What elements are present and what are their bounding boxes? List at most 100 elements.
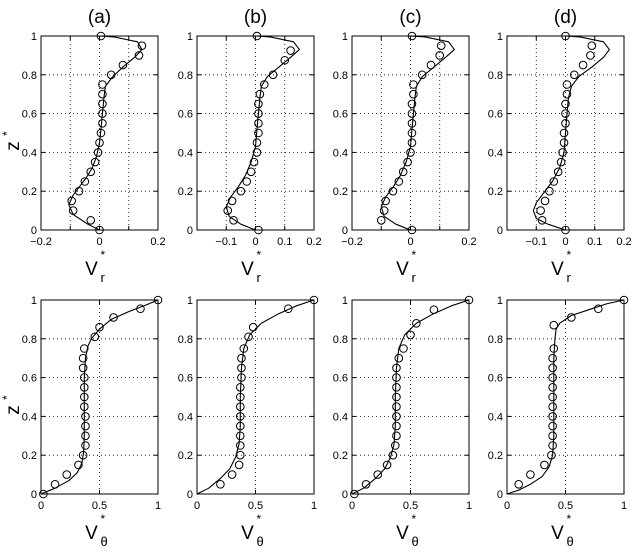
- x-tick-label: 0.5: [248, 500, 263, 512]
- data-point: [81, 412, 90, 421]
- x-axis-label-sup: *: [257, 512, 262, 526]
- y-tick-label: 0: [342, 225, 348, 237]
- data-point: [406, 330, 415, 340]
- data-point: [50, 480, 60, 489]
- x-axis-label-sub: θ: [257, 534, 264, 549]
- x-axis-label-main: V: [551, 523, 564, 544]
- data-point: [237, 353, 246, 363]
- data-point: [587, 41, 597, 51]
- x-axis-label-sub: r: [412, 270, 417, 285]
- data-point: [254, 109, 263, 118]
- data-point: [96, 128, 106, 138]
- y-tick-label: 0: [187, 225, 193, 237]
- y-tick-label: 0.2: [488, 450, 503, 462]
- plot-data: [223, 31, 300, 235]
- y-tick-label: 1: [187, 31, 193, 43]
- data-point: [249, 157, 259, 167]
- panel-1-0: 0 0.5 100.20.40.60.81V*θz*: [0, 295, 163, 549]
- data-point: [562, 80, 572, 89]
- data-point: [227, 196, 237, 206]
- data-point: [235, 383, 245, 392]
- x-tick-label: 0.5: [558, 500, 573, 512]
- data-point: [562, 89, 572, 99]
- x-tick-label: 0: [252, 236, 258, 248]
- data-point: [394, 177, 404, 186]
- data-point: [407, 138, 417, 147]
- y-tick-label: 1: [31, 31, 37, 43]
- data-point: [235, 431, 245, 441]
- data-point: [235, 421, 245, 431]
- y-tick-label: 1: [342, 31, 348, 43]
- y-tick-label: 0.8: [178, 70, 193, 82]
- y-tick-label: 0.2: [178, 186, 193, 198]
- y-tick-label: 0.4: [488, 411, 503, 423]
- data-point: [392, 392, 401, 402]
- x-axis-label-main: V: [241, 523, 254, 544]
- y-tick-label: 0.2: [333, 186, 348, 198]
- data-point: [549, 320, 559, 330]
- x-tick-label: 0.1: [277, 236, 292, 248]
- data-point: [407, 109, 417, 118]
- data-point: [79, 392, 89, 402]
- x-axis-label-sub: θ: [101, 534, 108, 549]
- data-point: [280, 55, 290, 65]
- y-tick-label: 0: [342, 489, 348, 501]
- data-point: [537, 216, 547, 225]
- data-point: [548, 441, 557, 450]
- panel-title: (a): [88, 7, 111, 28]
- x-axis-label-main: V: [241, 259, 254, 280]
- y-tick-label: 0.8: [488, 70, 503, 82]
- series-line: [68, 35, 143, 231]
- x-tick-label: 0.5: [92, 500, 107, 512]
- y-tick-label: 0: [31, 489, 37, 501]
- data-point: [74, 460, 83, 470]
- x-axis-label: V* r: [241, 248, 261, 285]
- data-point: [254, 225, 263, 235]
- grid: [197, 300, 314, 494]
- data-point: [548, 383, 557, 392]
- y-axis-label-main: z: [3, 141, 24, 151]
- data-point: [81, 421, 90, 431]
- data-point: [548, 431, 557, 441]
- data-point: [153, 295, 163, 305]
- y-tick-label: 0.6: [333, 373, 348, 385]
- x-tick-label: 1: [155, 500, 161, 512]
- data-point: [536, 206, 545, 215]
- y-tick-label: 0.6: [178, 373, 193, 385]
- x-axis-label: V* θ: [241, 512, 264, 549]
- data-point: [78, 450, 88, 460]
- y-tick-label: 0: [187, 489, 193, 501]
- data-point: [569, 70, 579, 80]
- data-point: [392, 412, 401, 421]
- x-tick-label: 0: [96, 236, 102, 248]
- data-point: [561, 99, 570, 109]
- data-point: [548, 392, 557, 402]
- x-axis-label: V* θ: [551, 512, 574, 549]
- data-point: [373, 470, 383, 479]
- data-point: [559, 128, 569, 138]
- data-point: [379, 206, 389, 215]
- x-axis-label-main: V: [396, 523, 409, 544]
- data-point: [234, 460, 244, 470]
- panel-0-0: −0.2 0 0.200.20.40.60.81(a)V*rz*: [0, 7, 166, 285]
- data-point: [252, 138, 262, 147]
- x-tick-label: 0: [194, 500, 200, 512]
- data-point: [79, 373, 89, 382]
- data-point: [578, 60, 588, 70]
- plot-data: [506, 295, 629, 495]
- panel-title: (b): [244, 7, 267, 28]
- data-point: [252, 148, 262, 157]
- y-tick-label: 0.6: [488, 373, 503, 385]
- data-point: [548, 363, 557, 373]
- data-point: [547, 450, 556, 460]
- data-point: [235, 412, 245, 421]
- data-point: [548, 353, 557, 363]
- y-tick-label: 0: [31, 225, 37, 237]
- data-point: [545, 186, 554, 196]
- data-point: [255, 89, 265, 99]
- x-axis-label-sup: *: [257, 248, 262, 262]
- data-point: [216, 480, 225, 489]
- data-point: [98, 109, 107, 118]
- y-tick-label: 0.6: [22, 373, 37, 385]
- x-axis-label: V* r: [85, 248, 105, 285]
